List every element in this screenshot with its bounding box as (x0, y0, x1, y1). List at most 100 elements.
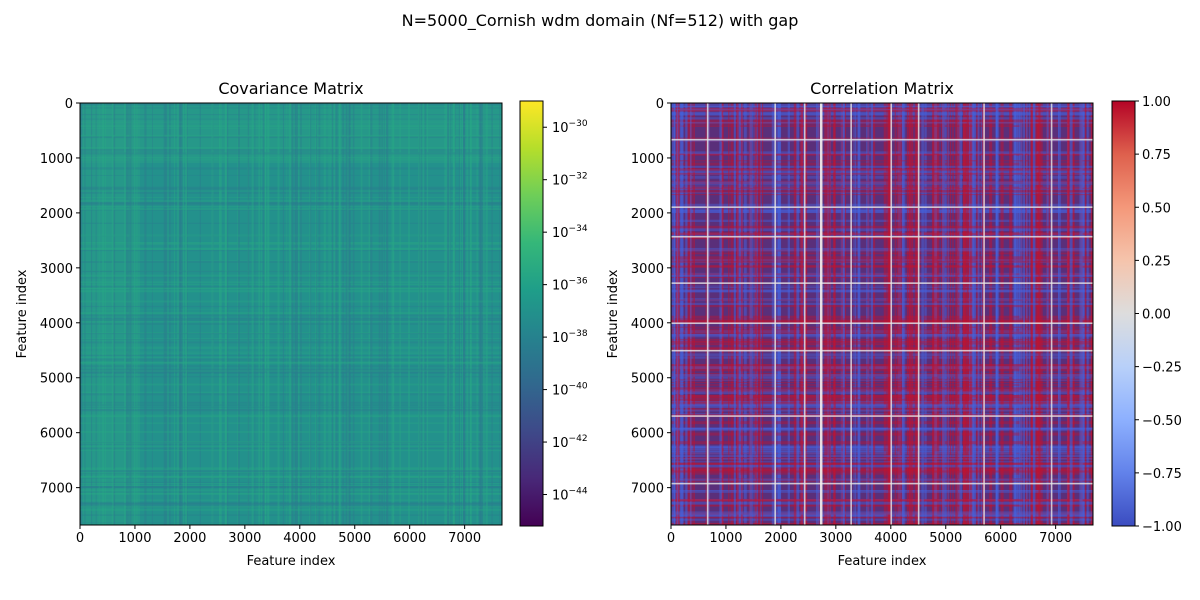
covariance-stripe (80, 135, 502, 139)
covariance-stripe (335, 103, 338, 525)
covariance-stripe (80, 502, 502, 504)
correlation-stripe (671, 276, 1093, 279)
covariance-stripe (383, 103, 385, 525)
covariance-stripe (80, 134, 502, 137)
x-tick-label: 4000 (283, 531, 316, 546)
y-tick-label: 1000 (40, 152, 73, 167)
correlation-stripe (671, 249, 1093, 252)
correlation-stripe (728, 103, 730, 525)
correlation-stripe (671, 273, 1093, 276)
correlation-stripe (671, 395, 1093, 398)
colorbar-tick-label: 10−44 (552, 487, 588, 504)
covariance-stripe (80, 243, 502, 245)
covariance-stripe (80, 482, 502, 484)
correlation-stripe (671, 192, 1093, 194)
correlation-stripe (671, 498, 1093, 502)
correlation-stripe (671, 125, 1093, 127)
covariance-stripe (422, 103, 425, 525)
covariance-stripe (408, 103, 410, 525)
covariance-stripe (80, 449, 502, 452)
correlation-stripe (1086, 103, 1089, 525)
correlation-stripe (671, 452, 1093, 454)
covariance-stripe (476, 103, 478, 525)
covariance-stripe (444, 103, 446, 525)
covariance-band (80, 103, 502, 163)
covariance-stripe (295, 103, 298, 525)
correlation-stripe (754, 103, 757, 525)
covariance-stripe (80, 486, 502, 488)
covariance-stripe (212, 103, 214, 525)
covariance-stripe (80, 203, 502, 206)
correlation-stripe (671, 172, 1093, 175)
covariance-stripe (80, 371, 502, 374)
covariance-stripe (484, 103, 486, 525)
covariance-stripe (80, 270, 502, 272)
x-tick-label: 6000 (393, 531, 426, 546)
covariance-stripe (80, 103, 502, 106)
correlation-stripe (1013, 103, 1017, 525)
correlation-stripe (671, 523, 1093, 525)
correlation-stripe (896, 103, 900, 525)
covariance-stripe (399, 103, 401, 525)
correlation-stripe (721, 103, 724, 525)
y-tick-label: 4000 (40, 317, 73, 332)
correlation-stripe (955, 103, 958, 525)
correlation-stripe (671, 333, 1093, 336)
covariance-stripe (80, 415, 502, 418)
covariance-stripe (346, 103, 349, 525)
covariance-stripe (247, 103, 249, 525)
covariance-stripe (80, 323, 502, 325)
covariance-stripe (80, 320, 502, 323)
correlation-stripe (671, 513, 1093, 517)
covariance-stripe (80, 283, 502, 285)
correlation-colorbar (1111, 100, 1136, 527)
correlation-stripe (671, 490, 1093, 492)
covariance-frame (79, 102, 503, 526)
covariance-stripe (426, 103, 429, 525)
covariance-stripe (316, 103, 318, 525)
covariance-stripe (80, 270, 502, 272)
correlation-colorbar-ticks: 1.00 0.75 0.50 0.25 0.00 −0.25 −0.50 −0.75 −1.00 (1135, 95, 1182, 535)
covariance-stripe (80, 473, 502, 475)
correlation-stripe (671, 455, 1093, 458)
correlation-stripe (671, 445, 1093, 449)
covariance-stripe (80, 187, 502, 189)
covariance-stripe (352, 103, 355, 525)
covariance-stripe (80, 260, 502, 262)
covariance-stripe (251, 103, 254, 525)
covariance-stripe (80, 125, 502, 128)
covariance-stripe (318, 103, 321, 525)
colorbar-tick-label: −0.25 (1142, 361, 1182, 376)
covariance-stripe (80, 234, 502, 237)
correlation-gap-line (671, 349, 1093, 352)
correlation-stripe (844, 103, 847, 525)
correlation-stripe (671, 379, 1093, 381)
covariance-stripe (112, 103, 114, 525)
correlation-stripe (671, 366, 1093, 370)
covariance-stripe (80, 243, 502, 245)
correlation-stripe (671, 152, 1093, 155)
correlation-stripe (976, 103, 979, 525)
covariance-stripe (80, 375, 502, 378)
correlation-stripe (815, 103, 820, 525)
covariance-stripe (80, 205, 502, 208)
covariance-stripe (131, 103, 133, 525)
correlation-stripe (671, 522, 1093, 524)
correlation-stripe (673, 103, 675, 525)
covariance-stripe (332, 103, 334, 525)
correlation-stripe (671, 405, 1093, 409)
correlation-stripe (671, 256, 1093, 260)
correlation-stripe (671, 258, 1093, 261)
correlation-stripe (671, 389, 1093, 393)
correlation-stripe (857, 103, 861, 525)
covariance-stripe (80, 202, 502, 205)
correlation-stripe (671, 111, 1093, 115)
correlation-stripe (671, 304, 1093, 308)
correlation-stripe (671, 515, 1093, 517)
correlation-stripe (671, 154, 1093, 156)
x-tick-label: 5000 (929, 531, 962, 546)
correlation-stripe (671, 468, 1093, 472)
correlation-stripe (965, 103, 968, 525)
correlation-stripe (671, 391, 1093, 395)
correlation-stripe (719, 103, 722, 525)
